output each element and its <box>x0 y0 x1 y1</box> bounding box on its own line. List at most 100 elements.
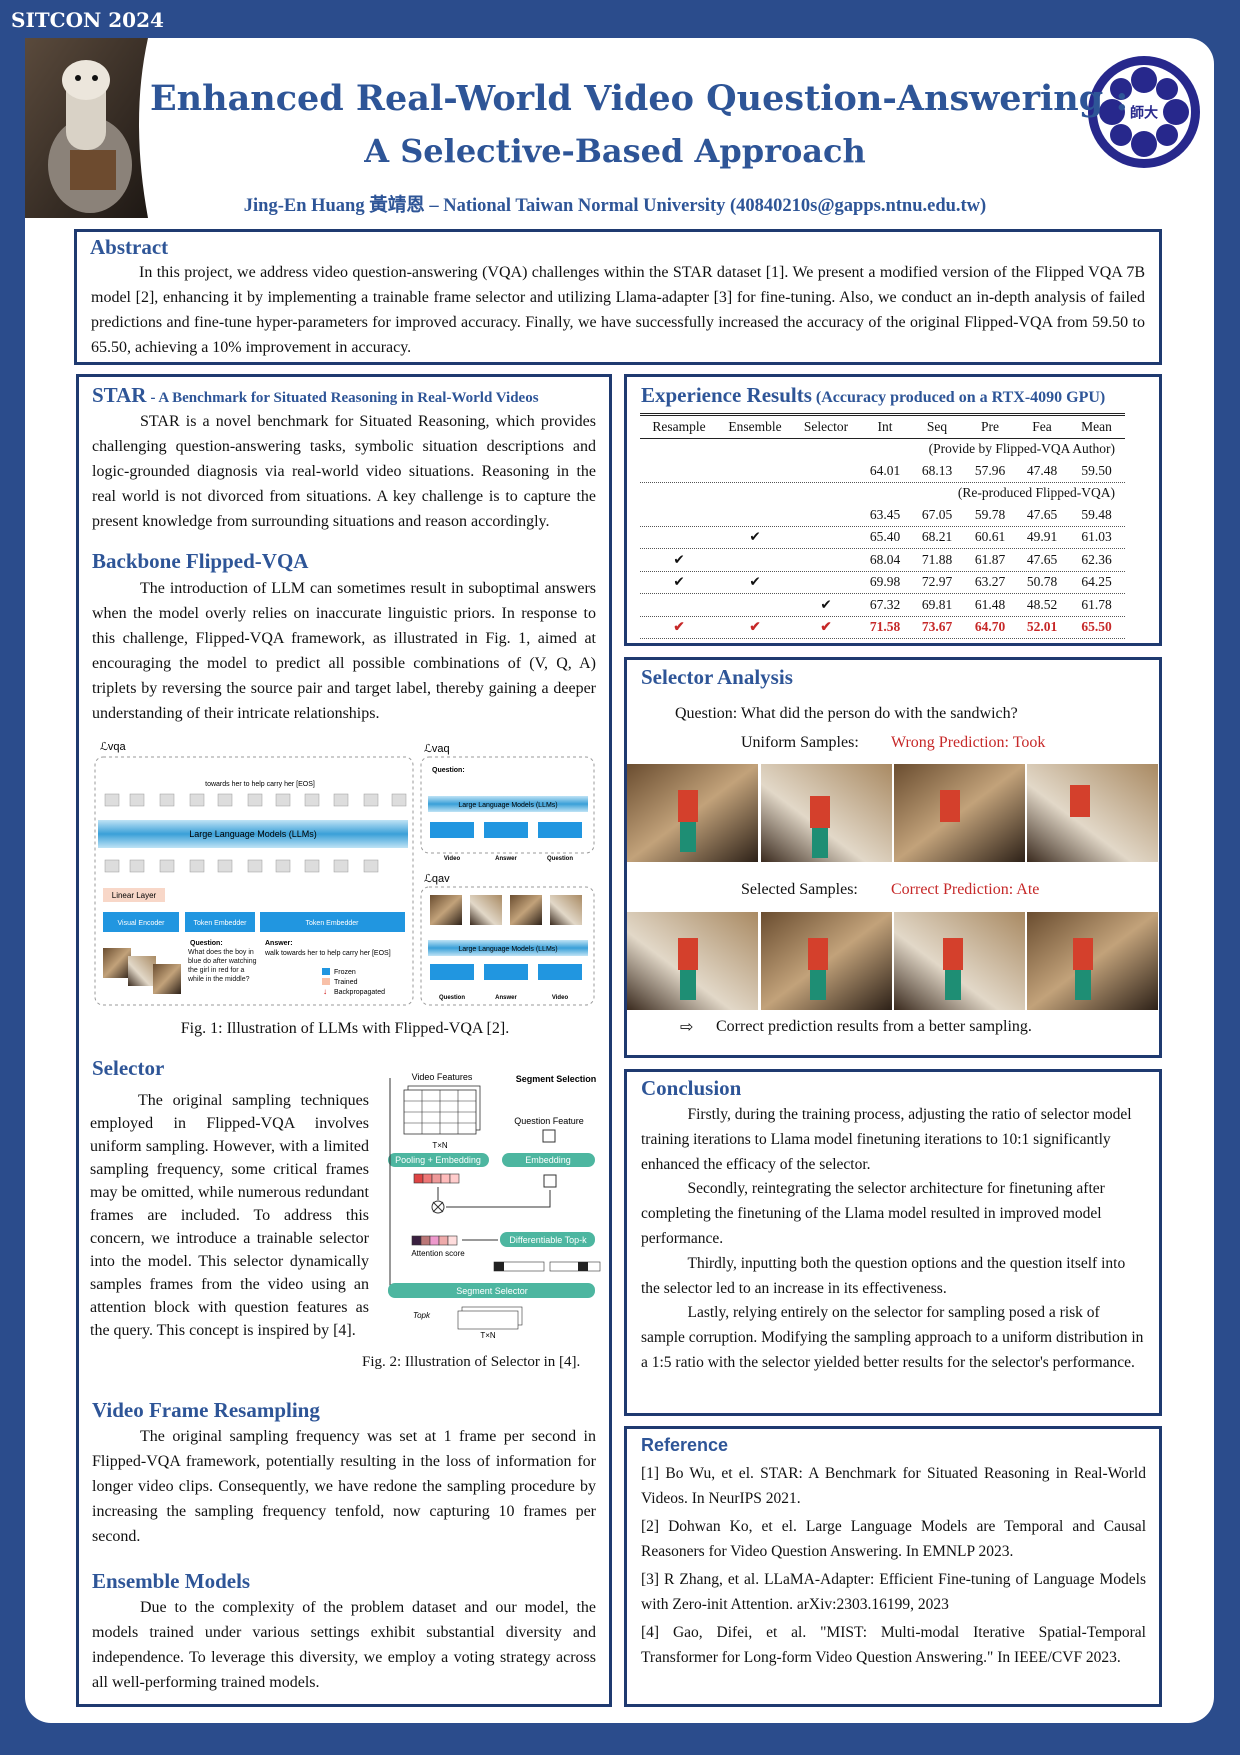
table-cell: 64.01 <box>869 462 901 478</box>
fig-label: Topk <box>413 1311 431 1320</box>
table-cell: ✔ <box>673 551 685 567</box>
reference-list: [1] Bo Wu, et el. STAR: A Benchmark for … <box>641 1462 1146 1674</box>
caption: Fig. 2: Illustration of Selector in [4]. <box>362 1354 581 1370</box>
fig-label: Frozen <box>334 969 356 976</box>
title: Enhanced Real-World Video Question-Answe… <box>150 78 1129 119</box>
heading: STAR <box>92 383 147 407</box>
question: Question: What did the person do with th… <box>675 705 1018 722</box>
fig-label: towards her to help carry her [EOS] <box>205 781 315 788</box>
authors: Jing-En Huang 黃靖恩 – National Taiwan Norm… <box>243 196 987 216</box>
conclusion-box <box>624 1069 1162 1416</box>
title: A Selective-Based Approach <box>364 132 866 170</box>
paragraph: Secondly, reintegrating the selector arc… <box>641 1180 1105 1247</box>
fig-label: Trained <box>334 979 358 986</box>
figure-2: Video Features Segment Selection T×N Que… <box>388 1072 601 1340</box>
university-logo: 師大 <box>1088 56 1200 168</box>
table-cell: 47.65 <box>1026 551 1058 567</box>
figure-1: ℒvqa towards her to help carry her [EOS]… <box>94 741 595 1006</box>
table-cell: 59.78 <box>974 506 1006 522</box>
table-cell: 49.91 <box>1026 529 1058 545</box>
results-table: Resample Ensemble Selector Int Seq Pre Fea Mean… <box>640 413 1125 639</box>
table-cell: 59.50 <box>1081 462 1112 478</box>
table-cell: 71.88 <box>921 551 953 567</box>
table-cell: 60.61 <box>974 529 1006 545</box>
heading: Selector Analysis <box>641 665 793 689</box>
paragraph: Due to the complexity of the problem dat… <box>92 1599 596 1691</box>
paragraph: The introduction of LLM can sometimes re… <box>92 580 596 722</box>
table-cell: 67.32 <box>869 596 901 612</box>
table-header: Resample Ensemble Selector Int Seq Pre Fea Mean <box>640 416 1125 439</box>
fig-label: Linear Layer <box>112 891 157 900</box>
fig-label: Video <box>444 856 461 862</box>
fig-label: Question Feature <box>514 1116 584 1126</box>
analysis-conclusion: Correct prediction results from a better… <box>716 1018 1032 1035</box>
column-header: Seq <box>926 418 948 434</box>
table-cell: 62.36 <box>1081 551 1112 567</box>
fig-label: Video Features <box>412 1072 473 1082</box>
fig-label: Segment Selector <box>456 1286 528 1296</box>
table-note: (Re-produced Flipped-VQA) <box>957 485 1115 501</box>
table-row: 64.01 68.13 57.96 47.48 59.50 <box>640 460 1125 483</box>
reference-item: [1] Bo Wu, et el. STAR: A Benchmark for … <box>641 1465 1146 1507</box>
table-cell: ✔ <box>673 574 685 590</box>
table-cell: 52.01 <box>1026 619 1058 635</box>
table-row: ✔ 65.40 68.21 60.61 49.91 61.03 <box>640 527 1125 549</box>
heading: Backbone Flipped-VQA <box>92 549 309 573</box>
table-row: ✔ ✔ ✔ 71.58 73.67 64.70 52.01 65.50 <box>640 617 1125 639</box>
paragraph: Thirdly, inputting both the question opt… <box>641 1254 1126 1297</box>
paragraph: The original sampling techniques employe… <box>90 1092 369 1339</box>
table-note-row: (Provide by Flipped-VQA Author) <box>640 439 1125 461</box>
subheading: - A Benchmark for Situated Reasoning in … <box>150 390 539 406</box>
logo-text: 師大 <box>1130 105 1158 121</box>
table-cell: 47.48 <box>1026 462 1058 478</box>
heading: Ensemble Models <box>92 1569 251 1593</box>
caption: Fig. 1: Illustration of LLMs with Flippe… <box>180 1020 510 1037</box>
table-cell: 61.03 <box>1081 529 1112 545</box>
fig-label: Segment Selection <box>516 1074 597 1084</box>
video-frame <box>1027 764 1158 862</box>
fig-label: Differentiable Top-k <box>509 1235 587 1245</box>
heading: Reference <box>641 1435 729 1455</box>
paragraph: STAR is a novel benchmark for Situated R… <box>92 413 596 530</box>
reference-box <box>624 1426 1162 1707</box>
table-cell: 73.67 <box>921 619 953 635</box>
table-cell: 69.98 <box>869 574 901 590</box>
heading: Experience Results (Accuracy produced on… <box>641 383 1105 408</box>
fig-label: Large Language Models (LLMs) <box>189 829 317 839</box>
table-cell: 59.48 <box>1081 506 1112 522</box>
label: Uniform Samples: <box>741 734 859 751</box>
paragraph: Firstly, during the training process, ad… <box>641 1106 1132 1173</box>
fig-label: Token Embedder <box>194 920 248 927</box>
table-cell: 68.04 <box>869 551 901 567</box>
heading: Video Frame Resampling <box>92 1398 320 1422</box>
arrow: ⇨ <box>680 1019 694 1036</box>
fig-label: Embedding <box>525 1155 571 1165</box>
conclusion-text: Firstly, during the training process, ad… <box>641 1103 1144 1376</box>
table-cell: ✔ <box>749 529 761 545</box>
table-cell: ✔ <box>749 574 761 590</box>
table-cell: 63.27 <box>974 574 1006 590</box>
table-cell: 64.70 <box>974 619 1006 635</box>
table-cell: 50.78 <box>1026 574 1058 590</box>
table-cell: 71.58 <box>869 619 901 635</box>
heading: Selector <box>92 1056 165 1080</box>
heading: Abstract <box>90 235 169 259</box>
table-cell: ✔ <box>820 619 832 635</box>
svg-text:↓: ↓ <box>323 987 327 996</box>
heading: Experience Results <box>641 383 812 407</box>
column-header: Resample <box>652 418 706 434</box>
table-cell: 61.87 <box>974 551 1006 567</box>
label: Selected Samples: <box>741 881 858 898</box>
table-cell: 47.65 <box>1026 506 1058 522</box>
table-cell: 63.45 <box>869 506 901 522</box>
heading: Conclusion <box>641 1076 742 1100</box>
table-cell: 61.78 <box>1081 596 1112 612</box>
video-frames <box>627 764 1158 1010</box>
fig-label: ℒvaq <box>424 743 450 755</box>
table-cell: 68.21 <box>921 529 953 545</box>
reference-item: [3] R Zhang, et al. LLaMA-Adapter: Effic… <box>641 1571 1146 1613</box>
reference-item: [4] Gao, Difei, et al. "MIST: Multi-moda… <box>641 1624 1146 1666</box>
left-column-box <box>76 374 612 1707</box>
